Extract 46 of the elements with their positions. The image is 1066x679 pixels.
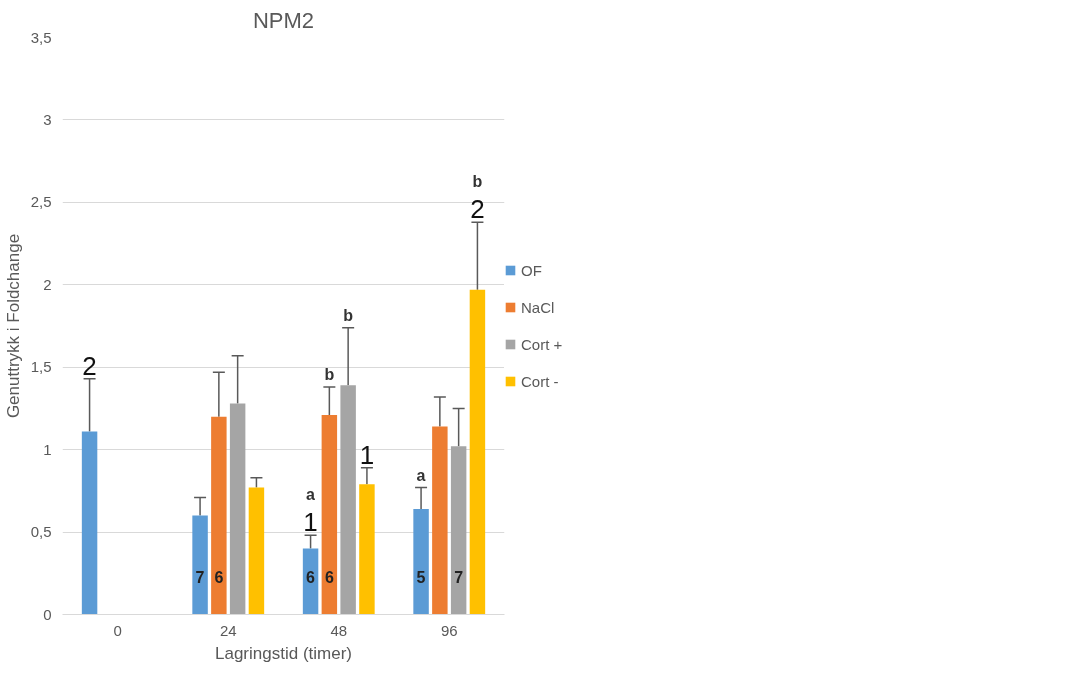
bar — [211, 416, 227, 615]
annotation: a — [306, 486, 316, 504]
annotation: 1 — [303, 507, 318, 538]
y-tick-label: 3,5 — [30, 28, 52, 46]
y-tick-label: 2,5 — [30, 193, 52, 211]
x-tick-label: 0 — [113, 621, 122, 639]
y-tick-label: 1,5 — [30, 358, 52, 376]
annotation: a — [416, 466, 426, 484]
x-tick-label: 96 — [440, 621, 458, 639]
annotation: 6 — [214, 568, 224, 586]
annotation: 6 — [324, 568, 334, 586]
annotation: 7 — [454, 568, 464, 586]
annotation: b — [472, 173, 483, 191]
annotation: 7 — [195, 568, 205, 586]
x-tick-label: 48 — [330, 621, 348, 639]
annotation: 2 — [470, 194, 485, 225]
y-tick-label: 0,5 — [30, 523, 52, 541]
y-tick-label: 2 — [43, 275, 52, 293]
chart-title: NPM2 — [252, 7, 315, 33]
legend-label: OF — [521, 261, 542, 279]
y-tick-label: 1 — [43, 440, 52, 458]
bar — [248, 487, 265, 615]
bar — [469, 289, 486, 615]
annotation: 2 — [82, 350, 97, 381]
x-tick-label: 24 — [219, 621, 237, 639]
bar — [229, 403, 246, 615]
bar — [81, 431, 98, 615]
bar — [359, 484, 375, 615]
y-axis-title: Genuttrykk i Foldchange — [3, 233, 23, 419]
annotation: 5 — [416, 568, 426, 586]
bar — [413, 508, 429, 615]
legend-label: NaCl — [521, 298, 555, 316]
y-tick-label: 0 — [43, 605, 52, 623]
annotation: b — [324, 366, 335, 383]
bar — [321, 415, 338, 615]
annotation: b — [343, 306, 354, 324]
bar — [192, 515, 208, 615]
bar — [450, 446, 467, 615]
x-axis-title: Lagringstid (timer) — [215, 643, 353, 663]
legend-label: Cort + — [521, 335, 563, 353]
legend-label: Cort - — [521, 372, 559, 390]
bar — [432, 426, 448, 615]
bar — [340, 385, 356, 615]
annotation: 6 — [306, 568, 316, 586]
annotation: 1 — [359, 439, 375, 470]
y-tick-label: 3 — [43, 110, 52, 128]
